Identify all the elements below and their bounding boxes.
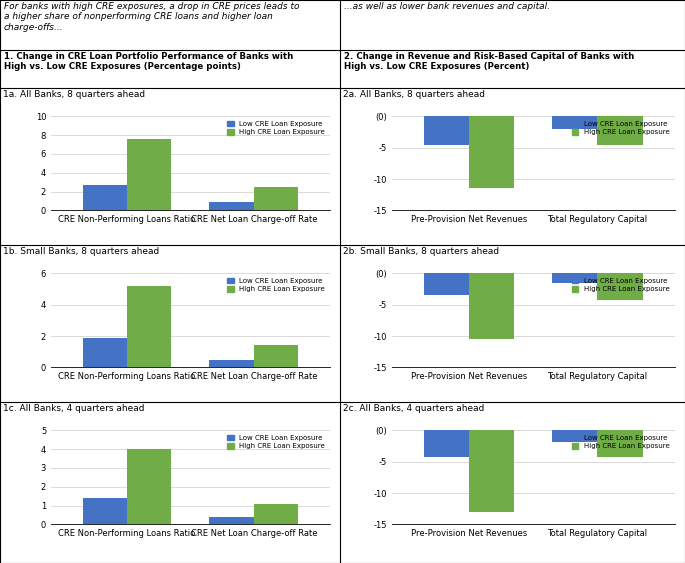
Text: 1c. All Banks, 4 quarters ahead: 1c. All Banks, 4 quarters ahead — [3, 404, 145, 413]
Legend: Low CRE Loan Exposure, High CRE Loan Exposure: Low CRE Loan Exposure, High CRE Loan Exp… — [571, 277, 671, 294]
Text: 1b. Small Banks, 8 quarters ahead: 1b. Small Banks, 8 quarters ahead — [3, 247, 160, 256]
Bar — [597, 273, 643, 300]
Bar — [469, 117, 514, 189]
Bar — [83, 498, 127, 525]
Legend: Low CRE Loan Exposure, High CRE Loan Exposure: Low CRE Loan Exposure, High CRE Loan Exp… — [226, 277, 326, 294]
Legend: Low CRE Loan Exposure, High CRE Loan Exposure: Low CRE Loan Exposure, High CRE Loan Exp… — [571, 434, 671, 451]
Bar — [597, 430, 643, 457]
Bar — [83, 185, 127, 211]
Bar — [469, 430, 514, 512]
Bar — [424, 117, 469, 145]
Text: For banks with high CRE exposures, a drop in CRE prices leads to
a higher share : For banks with high CRE exposures, a dro… — [4, 2, 299, 32]
Bar — [127, 449, 171, 525]
Bar — [210, 517, 253, 525]
Text: 2. Change in Revenue and Risk-Based Capital of Banks with
High vs. Low CRE Expos: 2. Change in Revenue and Risk-Based Capi… — [344, 52, 634, 72]
Bar — [553, 273, 597, 283]
Bar — [553, 117, 597, 129]
Text: 2a. All Banks, 8 quarters ahead: 2a. All Banks, 8 quarters ahead — [343, 90, 486, 99]
Bar — [253, 346, 298, 368]
Bar — [210, 202, 253, 211]
Bar — [424, 430, 469, 457]
Text: 2c. All Banks, 4 quarters ahead: 2c. All Banks, 4 quarters ahead — [343, 404, 485, 413]
Text: ...as well as lower bank revenues and capital.: ...as well as lower bank revenues and ca… — [344, 2, 550, 11]
Legend: Low CRE Loan Exposure, High CRE Loan Exposure: Low CRE Loan Exposure, High CRE Loan Exp… — [571, 120, 671, 137]
Legend: Low CRE Loan Exposure, High CRE Loan Exposure: Low CRE Loan Exposure, High CRE Loan Exp… — [226, 434, 326, 451]
Bar — [127, 286, 171, 368]
Bar — [253, 187, 298, 211]
Bar — [469, 273, 514, 339]
Legend: Low CRE Loan Exposure, High CRE Loan Exposure: Low CRE Loan Exposure, High CRE Loan Exp… — [226, 120, 326, 137]
Bar — [127, 139, 171, 211]
Bar — [210, 360, 253, 368]
Text: 2b. Small Banks, 8 quarters ahead: 2b. Small Banks, 8 quarters ahead — [343, 247, 499, 256]
Bar — [83, 338, 127, 368]
Bar — [424, 273, 469, 295]
Bar — [597, 117, 643, 145]
Bar — [253, 504, 298, 525]
Text: 1a. All Banks, 8 quarters ahead: 1a. All Banks, 8 quarters ahead — [3, 90, 145, 99]
Bar — [553, 430, 597, 441]
Text: 1. Change in CRE Loan Portfolio Performance of Banks with
High vs. Low CRE Expos: 1. Change in CRE Loan Portfolio Performa… — [4, 52, 293, 72]
